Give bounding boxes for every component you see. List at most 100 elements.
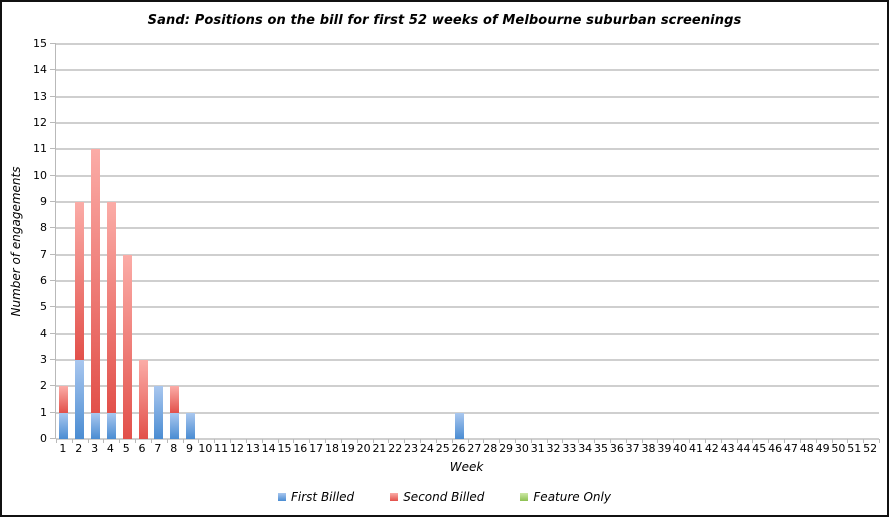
x-tick-label: 18 [324, 442, 339, 455]
x-tick-mark [182, 439, 184, 443]
legend-label: Second Billed [403, 490, 485, 504]
bar-first-billed [186, 412, 195, 439]
x-tick-mark [71, 439, 73, 443]
y-tick-label: 5 [40, 300, 47, 314]
x-tick-mark [245, 439, 247, 443]
y-tick-label: 12 [33, 116, 47, 129]
bar-first-billed [154, 386, 164, 439]
x-tick-label: 36 [609, 442, 624, 455]
gridline [56, 43, 879, 45]
gridline [56, 280, 879, 282]
bar-second-billed [138, 360, 148, 439]
x-tick-label: 42 [704, 442, 719, 455]
x-tick-label: 23 [404, 442, 419, 455]
legend-swatch-second-billed [390, 493, 399, 501]
gridline [56, 359, 879, 361]
y-tick-label: 13 [33, 89, 47, 103]
y-tick-label: 8 [40, 221, 47, 235]
bar-second-billed [91, 149, 101, 413]
gridline [56, 332, 879, 335]
x-tick-mark [467, 439, 469, 443]
y-tick-label: 6 [40, 274, 47, 287]
x-tick-label: 1 [59, 442, 67, 455]
x-tick-mark [879, 439, 880, 443]
x-tick-mark [420, 439, 422, 443]
x-axis-tick-labels: 1 2 3 4 5 6 7 8 9 10 11 12 13 14 15 16 17 18 19 20 21 22 23 24 2… [55, 442, 878, 458]
x-tick-label: 47 [783, 442, 798, 455]
x-tick-label: 14 [261, 442, 276, 455]
x-tick-mark [799, 439, 801, 443]
x-tick-label: 22 [388, 442, 403, 455]
x-tick-mark [863, 439, 865, 443]
x-tick-mark [641, 439, 643, 443]
x-tick-label: 51 [847, 442, 862, 455]
x-tick-mark [277, 439, 279, 443]
y-tick-label: 11 [33, 142, 47, 156]
x-tick-mark [831, 439, 833, 443]
bar-first-billed [170, 412, 180, 439]
x-tick-mark [768, 439, 770, 443]
x-tick-label: 15 [277, 442, 292, 455]
x-tick-mark [704, 439, 706, 443]
x-tick-label: 19 [340, 442, 355, 455]
x-tick-label: 4 [106, 442, 114, 455]
x-tick-mark [198, 439, 200, 443]
gridline [56, 122, 879, 124]
y-tick-label: 4 [40, 326, 47, 340]
x-tick-mark [230, 439, 232, 443]
x-tick-mark [609, 439, 611, 443]
x-tick-mark [451, 439, 453, 443]
x-tick-label: 37 [625, 442, 640, 455]
y-tick-mark [50, 227, 56, 229]
x-tick-label: 21 [372, 442, 387, 455]
x-tick-label: 28 [483, 442, 498, 455]
y-tick-mark [50, 385, 56, 387]
x-tick-mark [325, 439, 327, 443]
bar-second-billed [170, 386, 180, 413]
x-tick-label: 9 [186, 442, 194, 455]
x-tick-label: 11 [214, 442, 229, 455]
x-tick-mark [689, 439, 691, 443]
legend-swatch-feature-only [520, 493, 529, 501]
y-tick-label: 14 [33, 63, 47, 77]
x-tick-mark [293, 439, 295, 443]
x-tick-mark [784, 439, 786, 443]
legend-label: First Billed [291, 490, 355, 504]
x-tick-label: 45 [752, 442, 767, 455]
x-tick-label: 13 [245, 442, 260, 455]
x-tick-label: 44 [736, 442, 751, 455]
x-tick-label: 52 [863, 442, 878, 455]
x-tick-label: 26 [451, 442, 466, 455]
x-tick-mark [594, 439, 596, 443]
bar-first-billed [106, 412, 116, 439]
gridline [56, 306, 879, 309]
y-tick-mark [50, 122, 56, 123]
x-tick-label: 16 [293, 442, 308, 455]
x-tick-mark [657, 439, 659, 443]
x-tick-label: 25 [435, 442, 450, 455]
y-tick-mark [50, 201, 56, 202]
x-tick-mark [56, 439, 57, 443]
x-tick-label: 17 [309, 442, 324, 455]
y-tick-mark [50, 174, 56, 176]
x-tick-mark [673, 439, 675, 443]
gridline [56, 385, 879, 388]
x-tick-mark [625, 439, 627, 443]
bar-second-billed [122, 254, 132, 439]
x-tick-mark [435, 439, 437, 443]
x-tick-label: 43 [720, 442, 735, 455]
x-tick-label: 7 [154, 442, 162, 455]
bar-second-billed [75, 202, 85, 360]
y-tick-mark [50, 43, 56, 44]
x-tick-mark [372, 439, 374, 443]
x-tick-label: 50 [831, 442, 846, 455]
x-tick-mark [815, 439, 817, 443]
x-tick-label: 20 [356, 442, 371, 455]
x-tick-label: 12 [230, 442, 244, 455]
y-tick-label: 1 [40, 405, 47, 419]
gridline [56, 148, 879, 151]
x-tick-label: 32 [546, 442, 561, 455]
y-tick-mark [50, 332, 56, 334]
bar-first-billed [59, 412, 69, 439]
